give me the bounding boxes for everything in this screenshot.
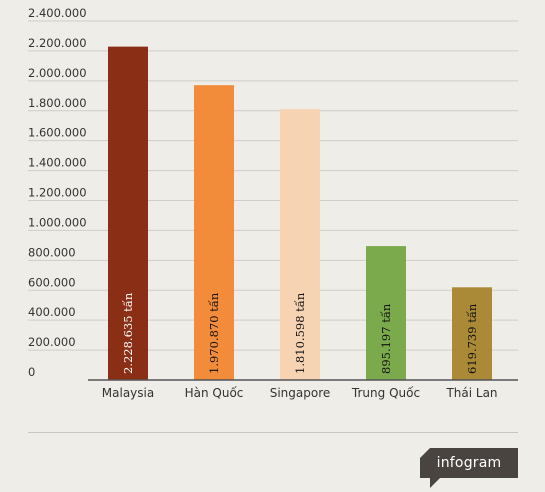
footer-divider bbox=[28, 432, 518, 433]
bar bbox=[366, 246, 406, 380]
y-tick-label: 0 bbox=[28, 365, 35, 379]
grid-lines bbox=[28, 20, 518, 351]
x-tick-label: Hàn Quốc bbox=[185, 386, 244, 400]
x-tick-label: Trung Quốc bbox=[351, 386, 420, 400]
x-tick-label: Singapore bbox=[270, 386, 331, 400]
bar-data-label: 619.739 tấn bbox=[465, 303, 479, 374]
y-tick-label: 2.000.000 bbox=[28, 66, 87, 80]
x-tick-label: Malaysia bbox=[102, 386, 154, 400]
y-tick-label: 600.000 bbox=[28, 275, 76, 289]
bars bbox=[108, 46, 492, 380]
y-tick-label: 2.400.000 bbox=[28, 6, 87, 20]
y-tick-label: 200.000 bbox=[28, 335, 76, 349]
y-axis-ticks: 0 200.000 400.000 600.000 800.000 1.000.000 1.… bbox=[28, 6, 87, 379]
bar-data-label: 1.810.598 tấn bbox=[293, 292, 307, 374]
bar-data-label: 2.228.635 tấn bbox=[121, 292, 135, 374]
badge-shape bbox=[420, 448, 518, 488]
x-axis-ticks: Malaysia Hàn Quốc Singapore Trung Quốc Thái … bbox=[102, 386, 498, 400]
data-labels: 2.228.635 tấn 1.970.870 tấn 1.810.598 tấn 8… bbox=[121, 292, 479, 374]
infogram-logo-text: infogram bbox=[436, 455, 502, 471]
bar bbox=[452, 287, 492, 380]
y-tick-label: 1.200.000 bbox=[28, 186, 87, 200]
bar bbox=[280, 109, 320, 380]
y-tick-label: 2.200.000 bbox=[28, 36, 87, 50]
y-tick-label: 1.000.000 bbox=[28, 215, 87, 229]
y-tick-label: 1.600.000 bbox=[28, 126, 87, 140]
y-tick-label: 1.400.000 bbox=[28, 156, 87, 170]
bar bbox=[108, 46, 148, 380]
bar-data-label: 895.197 tấn bbox=[379, 303, 393, 374]
bar bbox=[194, 85, 234, 380]
bar-data-label: 1.970.870 tấn bbox=[207, 292, 221, 374]
y-tick-label: 800.000 bbox=[28, 245, 76, 259]
y-tick-label: 1.800.000 bbox=[28, 96, 87, 110]
x-tick-label: Thái Lan bbox=[445, 386, 497, 400]
y-tick-label: 400.000 bbox=[28, 305, 76, 319]
infogram-badge[interactable]: infogram bbox=[420, 448, 518, 488]
